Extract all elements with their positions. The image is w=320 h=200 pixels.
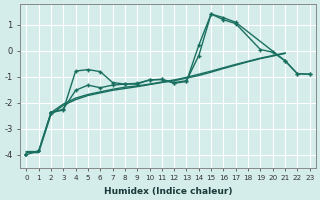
X-axis label: Humidex (Indice chaleur): Humidex (Indice chaleur) xyxy=(104,187,232,196)
